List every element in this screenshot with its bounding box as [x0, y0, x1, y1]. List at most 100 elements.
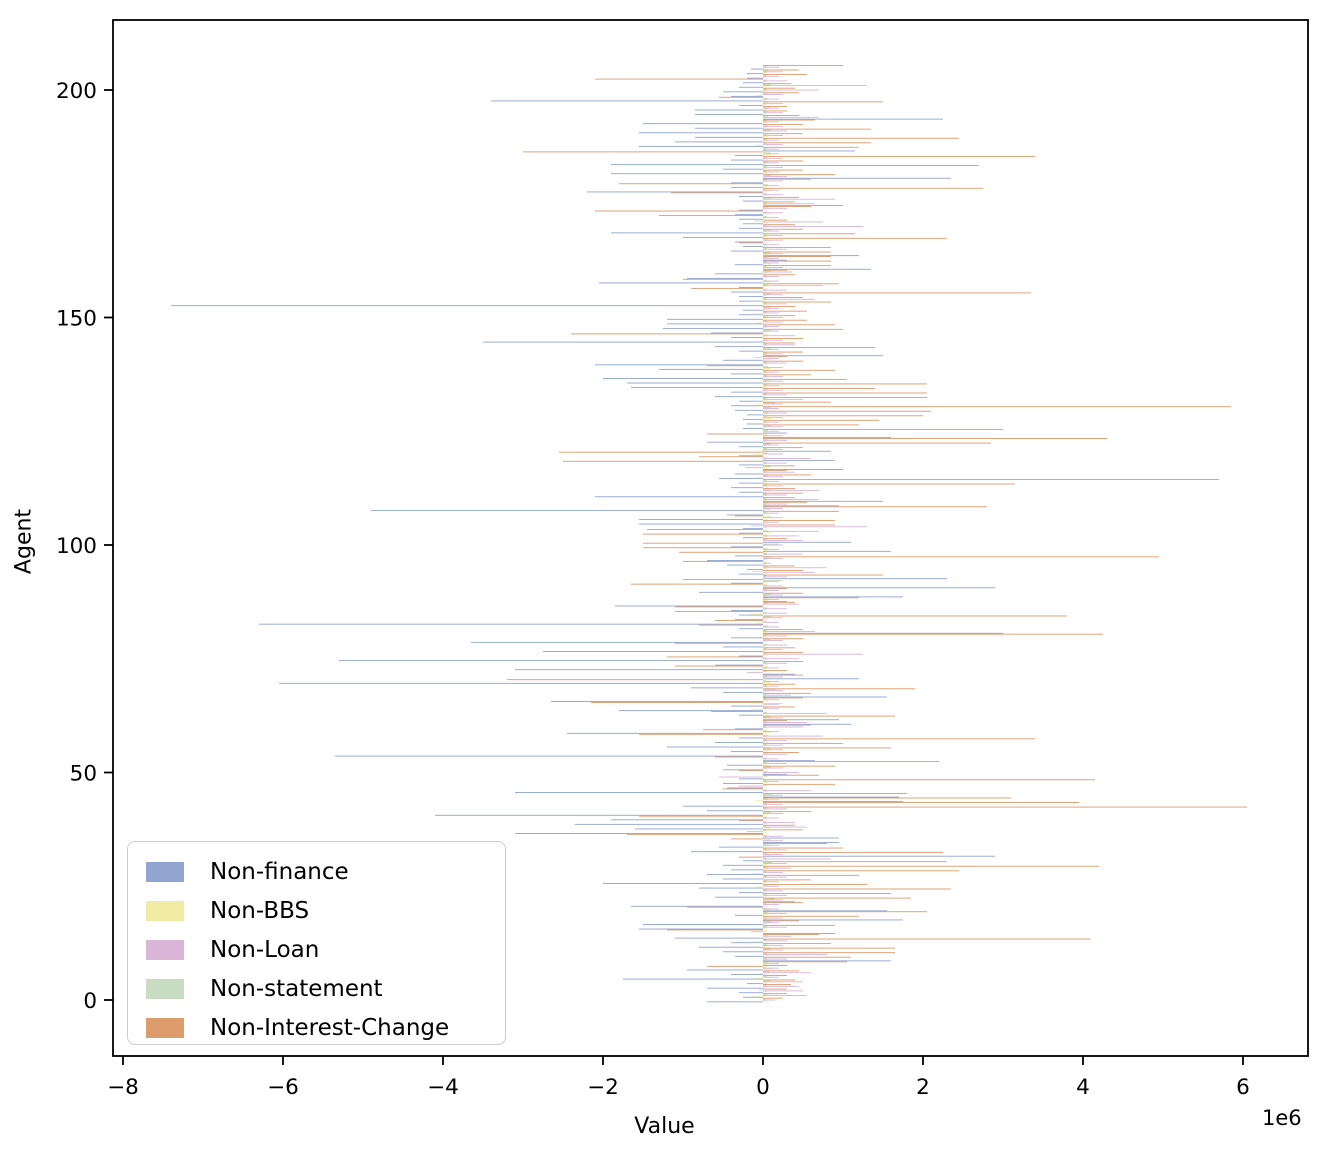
bar: [763, 801, 903, 803]
bar: [731, 182, 763, 184]
bar: [763, 902, 803, 904]
bar: [763, 450, 831, 452]
bar: [763, 750, 767, 752]
bar: [763, 388, 875, 389]
bar: [763, 545, 767, 547]
bar: [595, 496, 763, 498]
bar: [763, 730, 767, 732]
bar: [763, 176, 767, 178]
bar: [763, 115, 768, 117]
bar: [763, 226, 767, 228]
bar: [763, 939, 767, 941]
bar: [763, 120, 767, 122]
bar: [763, 543, 779, 545]
bar: [763, 775, 768, 777]
bar: [743, 428, 763, 429]
legend-label: Non-Interest-Change: [210, 1014, 450, 1041]
bar: [731, 869, 763, 871]
bar: [763, 964, 787, 966]
bar: [763, 922, 779, 924]
bar: [763, 310, 807, 312]
bar: [763, 968, 771, 970]
bar: [723, 788, 763, 790]
bar: [763, 157, 783, 159]
bar: [663, 327, 763, 329]
bar: [763, 859, 767, 861]
bar: [763, 265, 831, 267]
bar: [763, 879, 811, 881]
bar: [763, 349, 767, 351]
bar: [763, 706, 795, 708]
bar: [707, 987, 763, 989]
bar: [763, 895, 767, 897]
bar: [763, 267, 767, 269]
bar: [643, 542, 763, 544]
bar: [763, 988, 787, 990]
bar: [739, 770, 763, 772]
bar: [763, 889, 767, 891]
bar: [763, 298, 815, 300]
bar: [763, 121, 779, 123]
bar: [763, 394, 787, 396]
bar: [763, 835, 783, 837]
bar: [763, 74, 807, 75]
bar: [763, 79, 767, 81]
bar: [763, 530, 819, 532]
bar: [763, 437, 891, 439]
bar: [763, 588, 787, 590]
bar: [723, 646, 763, 648]
bar: [755, 477, 763, 479]
bar: [763, 219, 787, 221]
bar: [763, 171, 779, 173]
bar: [763, 950, 767, 952]
bar: [763, 695, 767, 697]
bar: [763, 251, 831, 253]
bar: [763, 777, 767, 779]
bar: [763, 538, 787, 540]
bar: [627, 833, 763, 835]
bar: [763, 424, 859, 426]
bar: [763, 429, 768, 431]
bar: [763, 725, 767, 727]
bar: [763, 253, 783, 255]
bar: [763, 397, 927, 399]
bar: [763, 94, 783, 96]
bar: [763, 411, 768, 413]
bar: [763, 229, 771, 231]
bar: [763, 539, 767, 540]
x-tick-label: 0: [756, 1075, 770, 1100]
bar: [763, 508, 783, 510]
bar: [763, 372, 767, 374]
bar: [627, 382, 763, 384]
bar: [763, 627, 767, 629]
bar: [763, 488, 795, 490]
bar: [739, 227, 763, 229]
bar: [763, 72, 767, 74]
bar: [763, 226, 863, 227]
bar: [763, 202, 767, 204]
bar: [763, 603, 799, 605]
bar: [763, 206, 811, 207]
bar: [763, 348, 779, 350]
bar: [599, 282, 763, 284]
bar: [763, 997, 783, 999]
legend-swatch-icon: [146, 861, 184, 882]
bar: [763, 827, 771, 829]
bar: [763, 105, 787, 107]
bar: [747, 671, 763, 673]
bar: [763, 426, 783, 428]
bar: [763, 589, 767, 591]
bar: [763, 85, 867, 86]
bar: [763, 985, 799, 987]
bar: [755, 977, 763, 979]
bar: [763, 176, 787, 177]
bar: [763, 445, 767, 447]
bar: [763, 498, 767, 500]
legend-swatch-icon: [146, 900, 184, 921]
bar: [703, 729, 763, 731]
bar: [763, 821, 767, 823]
bar: [683, 560, 763, 562]
bar: [763, 961, 847, 963]
bar: [755, 800, 763, 802]
bar: [691, 851, 763, 853]
